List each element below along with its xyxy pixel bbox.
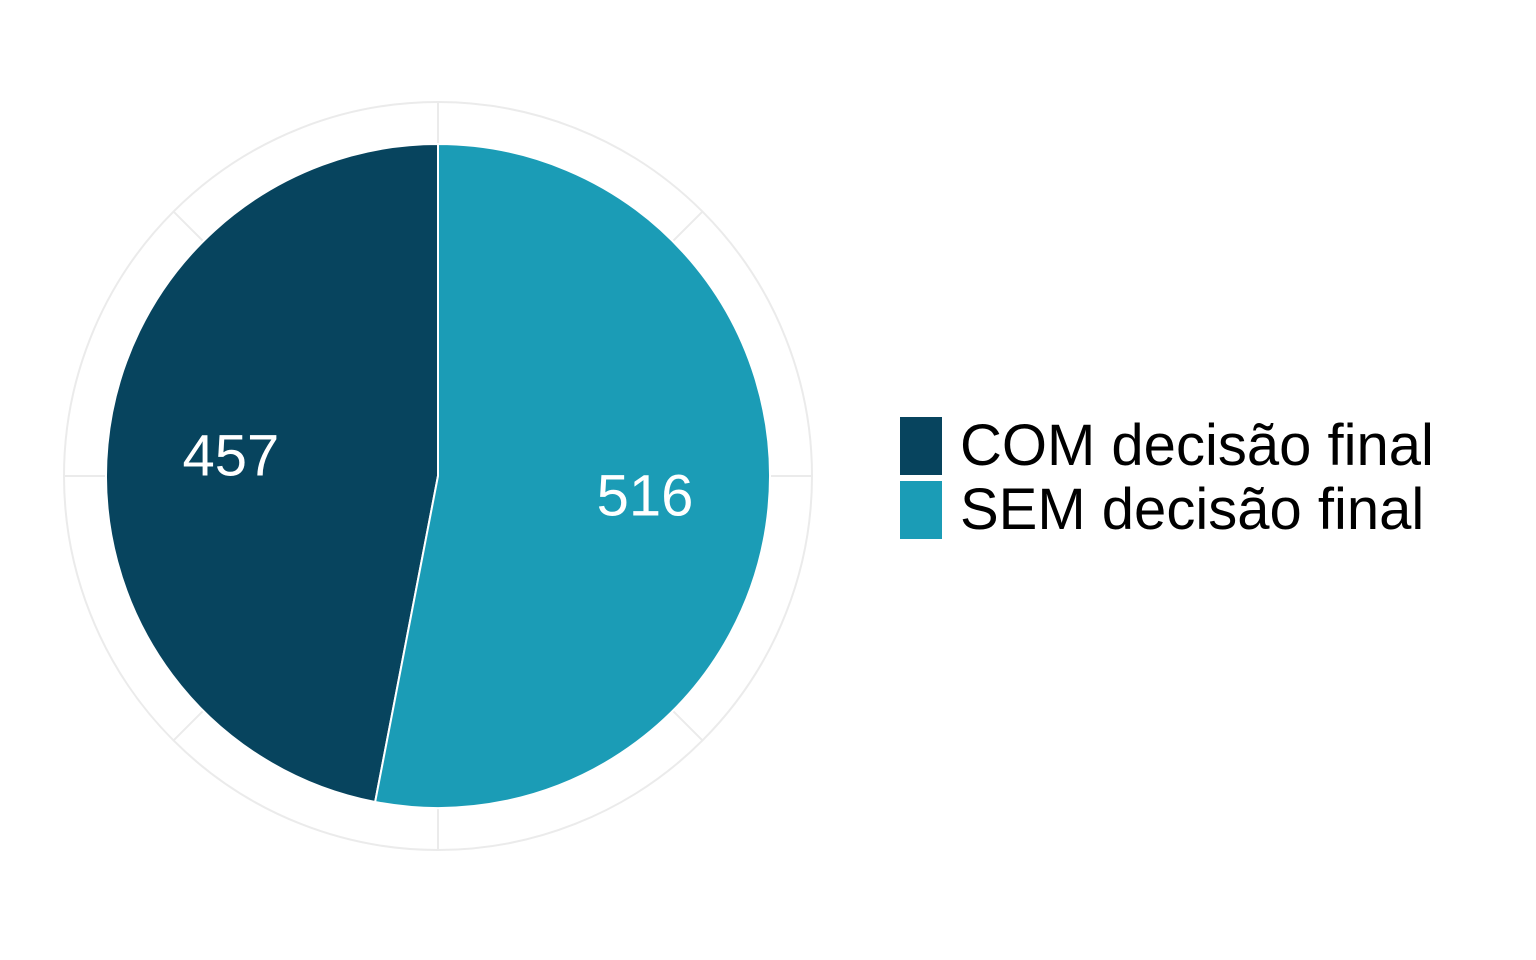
- legend-swatch-sem-decisao-final: [900, 481, 942, 539]
- pie-slice-sem-decisao-final: [373, 142, 771, 809]
- legend-item-com-decisao-final: COM decisão final: [900, 414, 1530, 478]
- legend-swatch-com-decisao-final: [900, 417, 942, 475]
- legend-label-com-decisao-final: COM decisão final: [960, 413, 1434, 478]
- data-label-sem-decisao-final: 516: [597, 463, 694, 528]
- pie-slices: [105, 142, 771, 809]
- legend-label-sem-decisao-final: SEM decisão final: [960, 477, 1425, 542]
- legend: COM decisão final SEM decisão final: [900, 414, 1530, 542]
- pie-slice-com-decisao-final: [105, 142, 439, 804]
- pie-data-labels: 457 516: [183, 424, 694, 529]
- data-label-com-decisao-final: 457: [183, 424, 280, 489]
- legend-item-sem-decisao-final: SEM decisão final: [900, 478, 1530, 542]
